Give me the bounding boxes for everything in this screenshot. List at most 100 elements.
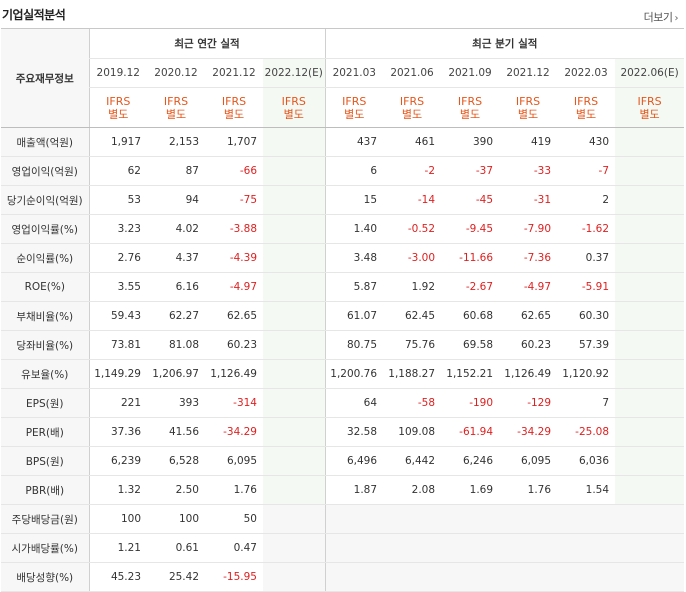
value-cell xyxy=(557,533,616,563)
value-cell: 6,496 xyxy=(324,446,384,476)
value-cell: 1.87 xyxy=(324,475,384,505)
basis-separate-label: 별도 xyxy=(283,107,304,121)
value-cell xyxy=(263,214,326,244)
value-cell xyxy=(263,533,326,563)
value-cell: 57.39 xyxy=(557,330,616,360)
annual-group-header: 최근 연간 실적 xyxy=(88,28,326,59)
value-cell: 7 xyxy=(557,388,616,418)
accounting-basis-header: IFRS 별도 xyxy=(615,87,685,128)
value-cell: 4.02 xyxy=(147,214,205,244)
value-cell xyxy=(615,446,685,476)
value-cell: 3.48 xyxy=(324,243,384,273)
basis-ifrs-label: IFRS xyxy=(637,94,662,108)
value-cell xyxy=(441,562,500,592)
value-cell: 60.23 xyxy=(499,330,558,360)
value-cell: 1,126.49 xyxy=(499,359,558,389)
value-cell: -3.00 xyxy=(383,243,442,273)
value-cell: 3.55 xyxy=(88,272,147,302)
basis-ifrs-label: IFRS xyxy=(399,94,425,108)
value-cell: 6 xyxy=(324,156,384,186)
value-cell: 221 xyxy=(88,388,147,418)
value-cell: 62.65 xyxy=(499,301,558,331)
value-cell: -129 xyxy=(499,388,558,418)
value-cell: 6,095 xyxy=(499,446,558,476)
accounting-basis-header: IFRS 별도 xyxy=(383,87,442,128)
value-cell: -3.88 xyxy=(205,214,263,244)
value-cell: 6,246 xyxy=(441,446,500,476)
value-cell xyxy=(263,272,326,302)
basis-separate-label: 별도 xyxy=(517,107,539,121)
table-row: 영업이익률(%) 3.23 4.02 -3.88 1.40 -0.52 -9.45 -7.90… xyxy=(1,214,685,244)
value-cell: 6,036 xyxy=(557,446,616,476)
accounting-basis-header: IFRS 별도 xyxy=(147,87,205,128)
table-row: PBR(배) 1.32 2.50 1.76 1.87 2.08 1.69 1.76 1.54 xyxy=(1,475,685,505)
value-cell: 419 xyxy=(499,127,558,157)
value-cell: 6,095 xyxy=(205,446,263,476)
value-cell: 109.08 xyxy=(383,417,442,447)
basis-separate-label: 별도 xyxy=(108,107,129,121)
value-cell xyxy=(615,417,685,447)
value-cell: -34.29 xyxy=(499,417,558,447)
chevron-right-icon: › xyxy=(674,13,679,24)
value-cell: 1.54 xyxy=(557,475,616,505)
value-cell xyxy=(615,185,685,215)
value-cell: 0.61 xyxy=(147,533,205,563)
value-cell: 73.81 xyxy=(88,330,147,360)
value-cell: 80.75 xyxy=(324,330,384,360)
value-cell: 61.07 xyxy=(324,301,384,331)
row-label: 영업이익(억원) xyxy=(1,156,89,186)
value-cell: 3.23 xyxy=(88,214,147,244)
row-label: 배당성향(%) xyxy=(1,562,89,592)
value-cell: 1.40 xyxy=(324,214,384,244)
more-label: 더보기 xyxy=(643,11,673,24)
value-cell: 94 xyxy=(147,185,205,215)
value-cell: 1,188.27 xyxy=(383,359,442,389)
value-cell: 62 xyxy=(88,156,147,186)
period-header: 2021.03 xyxy=(324,58,384,88)
value-cell xyxy=(615,504,685,534)
table-row: 시가배당률(%) 1.21 0.61 0.47 xyxy=(1,533,685,563)
basis-ifrs-label: IFRS xyxy=(457,94,483,108)
accounting-basis-header: IFRS 별도 xyxy=(557,87,616,128)
value-cell: 437 xyxy=(324,127,384,157)
value-cell: 59.43 xyxy=(88,301,147,331)
row-label: 당좌비율(%) xyxy=(1,330,89,360)
basis-separate-label: 별도 xyxy=(165,107,187,121)
value-cell xyxy=(383,504,442,534)
value-cell xyxy=(615,156,685,186)
value-cell: -31 xyxy=(499,185,558,215)
value-cell: 75.76 xyxy=(383,330,442,360)
basis-ifrs-label: IFRS xyxy=(163,94,189,108)
value-cell: 1,200.76 xyxy=(324,359,384,389)
value-cell: -33 xyxy=(499,156,558,186)
value-cell: -0.52 xyxy=(383,214,442,244)
value-cell: 430 xyxy=(557,127,616,157)
value-cell: 69.58 xyxy=(441,330,500,360)
financial-table: 주요재무정보 최근 연간 실적 최근 분기 실적 2019.12 2020.12 2… xyxy=(1,28,685,592)
row-label: 유보율(%) xyxy=(1,359,89,389)
accounting-basis-header: IFRS 별도 xyxy=(205,87,263,128)
value-cell: 1,152.21 xyxy=(441,359,500,389)
table-row: 부채비율(%) 59.43 62.27 62.65 61.07 62.45 60.68 62.… xyxy=(1,301,685,331)
value-cell: 6,239 xyxy=(88,446,147,476)
basis-separate-label: 별도 xyxy=(401,107,423,121)
value-cell xyxy=(441,504,500,534)
value-cell xyxy=(263,185,326,215)
value-cell: -2 xyxy=(383,156,442,186)
value-cell: 15 xyxy=(324,185,384,215)
row-label: PBR(배) xyxy=(1,475,89,505)
value-cell: -25.08 xyxy=(557,417,616,447)
value-cell: 100 xyxy=(88,504,147,534)
value-cell xyxy=(263,562,326,592)
value-cell: -14 xyxy=(383,185,442,215)
value-cell: -37 xyxy=(441,156,500,186)
accounting-basis-header: IFRS 별도 xyxy=(263,87,326,128)
table-row: PER(배) 37.36 41.56 -34.29 32.58 109.08 -61.94-… xyxy=(1,417,685,447)
value-cell xyxy=(263,243,326,273)
value-cell: 393 xyxy=(147,388,205,418)
more-link[interactable]: 더보기 › xyxy=(643,9,679,25)
value-cell: 2.50 xyxy=(147,475,205,505)
value-cell: 0.47 xyxy=(205,533,263,563)
value-cell: 100 xyxy=(147,504,205,534)
value-cell: 1,149.29 xyxy=(88,359,147,389)
